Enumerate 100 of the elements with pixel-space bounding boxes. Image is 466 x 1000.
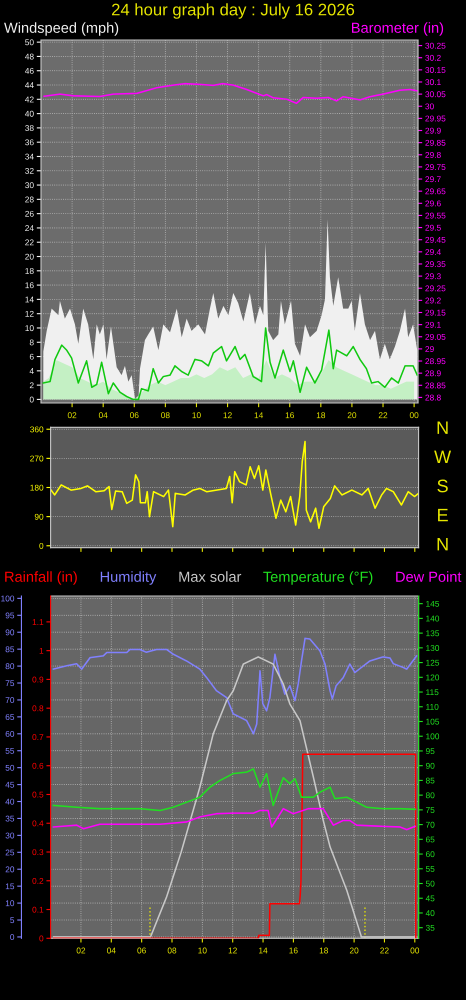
y-tick-label: 14 xyxy=(25,296,34,302)
y-tick-label: 180 xyxy=(30,484,44,491)
y3-tick-label: 45 xyxy=(426,896,434,902)
y-tick-label: 70 xyxy=(6,697,14,704)
y3-tick-label: 80 xyxy=(426,792,434,798)
y2-tick-label: 30.05 xyxy=(425,91,446,98)
y-tick-label: 270 xyxy=(30,456,44,462)
y3-tick-label: 145 xyxy=(426,600,440,607)
x-tick-label: 06 xyxy=(137,948,146,954)
x-tick-label: 12 xyxy=(228,948,237,954)
y2-tick-label: 0.5 xyxy=(32,792,44,798)
y2-tick-label: 29.65 xyxy=(425,188,446,194)
y-tick-label: 26 xyxy=(25,210,34,217)
x-tick-label: 02 xyxy=(68,412,76,418)
x-tick-label: 00 xyxy=(410,948,420,954)
y2-tick-label: 0.2 xyxy=(32,878,44,884)
y-tick-label: 360 xyxy=(30,426,44,432)
y2-tick-label: 29.85 xyxy=(425,140,446,146)
y-tick-label: 75 xyxy=(6,680,14,686)
y-tick-label: 8 xyxy=(30,339,34,346)
x-tick-label: 20 xyxy=(348,412,356,418)
y2-tick-label: 29.3 xyxy=(425,273,441,280)
y2-tick-label: 30 xyxy=(425,103,434,110)
y2-tick-label: 0.6 xyxy=(32,762,44,769)
y2-tick-label: 28.85 xyxy=(425,382,446,388)
y2-tick-label: 29.6 xyxy=(425,200,441,206)
y3-tick-label: 60 xyxy=(426,851,434,858)
y3-tick-label: 65 xyxy=(426,836,434,842)
y-tick-label: 65 xyxy=(6,714,14,720)
y2-tick-label: 29.1 xyxy=(425,322,441,328)
y2-tick-label: 29.15 xyxy=(425,310,446,316)
y2-tick-label: 29.75 xyxy=(425,164,446,170)
y-tick-label: 42 xyxy=(24,96,34,102)
y-tick-label: 30 xyxy=(25,182,34,188)
y2-tick-label: 29.8 xyxy=(425,152,441,158)
y3-tick-label: 85 xyxy=(426,778,434,784)
text: W xyxy=(434,450,452,464)
x-tick-label: 16 xyxy=(286,412,294,418)
y3-tick-label: 95 xyxy=(426,748,434,754)
y3-tick-label: 100 xyxy=(426,733,440,740)
x-tick-label: 10 xyxy=(192,412,201,418)
y3-tick-label: 70 xyxy=(426,822,434,828)
y2-tick-label: 28.95 xyxy=(425,358,446,364)
y3-tick-label: 55 xyxy=(426,866,434,872)
y2-tick-label: 29.4 xyxy=(425,249,441,255)
y2-tick-label: 29.5 xyxy=(425,224,441,231)
y-tick-label: 80 xyxy=(6,663,14,670)
y3-tick-label: 35 xyxy=(426,924,434,931)
y-tick-label: 20 xyxy=(25,254,34,260)
x-tick-label: 14 xyxy=(254,412,264,418)
y2-axis-title: Barometer (in) xyxy=(352,22,444,36)
y-tick-label: 28 xyxy=(25,196,34,202)
y3-tick-label: 75 xyxy=(426,807,434,813)
y2-tick-label: 30.1 xyxy=(425,79,441,86)
y-tick-label: 35 xyxy=(6,816,14,822)
text: Max solar xyxy=(179,571,242,582)
y2-tick-label: 29.35 xyxy=(425,261,446,268)
y-tick-label: 25 xyxy=(6,850,14,856)
y2-tick-label: 1.1 xyxy=(32,619,44,625)
y2-tick-label: 0.1 xyxy=(32,906,44,913)
y2-tick-label: 30.15 xyxy=(425,67,446,73)
y3-tick-label: 90 xyxy=(426,762,434,769)
y2-tick-label: 30.2 xyxy=(425,54,441,61)
y-tick-label: 12 xyxy=(25,310,34,317)
text: Dew Point xyxy=(396,571,462,582)
y-tick-label: 90 xyxy=(34,514,44,520)
x-tick-label: 16 xyxy=(289,948,298,954)
y3-tick-label: 120 xyxy=(426,674,440,680)
y-tick-label: 85 xyxy=(6,646,14,652)
y-tick-label: 0 xyxy=(39,542,44,549)
y-tick-label: 5 xyxy=(10,917,14,924)
y3-tick-label: 40 xyxy=(426,910,434,916)
text: N xyxy=(438,538,448,550)
y3-tick-label: 125 xyxy=(426,660,440,666)
text: Rainfall (in) xyxy=(5,571,77,585)
y3-tick-label: 115 xyxy=(426,689,438,696)
y-tick-label: 45 xyxy=(5,782,14,788)
x-tick-label: 20 xyxy=(350,948,358,954)
x-tick-label: 04 xyxy=(106,948,116,954)
text: E xyxy=(438,508,448,522)
x-tick-label: 22 xyxy=(380,948,389,954)
x-tick-label: 18 xyxy=(316,412,326,418)
x-tick-label: 12 xyxy=(224,412,232,418)
y2-tick-label: 29.55 xyxy=(425,212,446,219)
chart-title: 24 hour graph day : July 16 2026 xyxy=(112,3,354,19)
y-tick-label: 55 xyxy=(6,748,14,754)
y3-tick-label: 105 xyxy=(426,718,440,725)
y2-tick-label: 0.7 xyxy=(32,734,44,740)
y-tick-label: 100 xyxy=(1,596,14,602)
y-tick-label: 36 xyxy=(25,139,34,146)
y2-tick-label: 29.7 xyxy=(425,176,441,182)
y-tick-label: 4 xyxy=(30,368,34,374)
y2-tick-label: 29.2 xyxy=(425,298,441,304)
y-tick-label: 50 xyxy=(6,764,14,771)
y-tick-label: 90 xyxy=(6,629,14,636)
y2-tick-label: 29.95 xyxy=(425,116,446,122)
x-tick-label: 02 xyxy=(76,948,86,954)
y-tick-label: 95 xyxy=(6,612,14,618)
y2-tick-label: 28.8 xyxy=(425,394,441,401)
y-tick-label: 44 xyxy=(24,82,34,88)
